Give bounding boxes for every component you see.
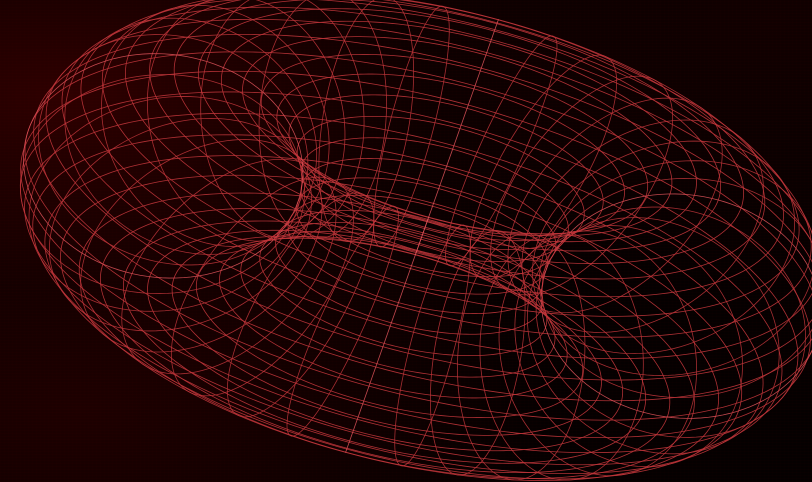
tube-ring-line [170,176,354,397]
tube-ring-line [538,160,812,376]
tube-ring-line [80,139,323,353]
tube-ring-line [469,54,618,280]
tube-ring-line [507,97,723,314]
tube-ring-line [394,224,471,467]
tube-ring-line [535,206,806,438]
tube-ring-line [146,0,346,242]
major-ring-line [33,33,812,402]
tube-ring-line [373,5,450,248]
tube-ring-line [345,216,430,453]
tube-ring-line [490,75,674,296]
tube-ring-line [121,158,337,375]
tube-ring-line [532,140,796,355]
tube-ring-line [479,233,644,481]
tube-ring-line [521,119,764,333]
tube-ring-line [429,230,526,476]
torus-minor-rings [19,0,812,481]
tube-ring-line [414,19,499,256]
tube-ring-line [540,193,812,419]
torus-major-rings [20,0,812,481]
tube-ring-line [38,34,309,266]
tube-ring-line [23,53,304,279]
tube-ring-line [498,230,698,477]
tube-ring-line [200,0,365,239]
tube-ring-line [445,35,558,267]
tube-ring-line [541,178,812,398]
tube-ring-line [457,232,586,481]
tube-ring-line [19,74,303,294]
major-ring-line [61,6,812,360]
tube-ring-line [64,17,318,255]
tube-ring-line [286,205,399,437]
tube-ring-line [318,0,415,242]
tube-ring-line [258,0,387,240]
major-ring-line [101,0,800,317]
tube-ring-line [101,4,330,247]
tube-ring-line [226,192,375,418]
